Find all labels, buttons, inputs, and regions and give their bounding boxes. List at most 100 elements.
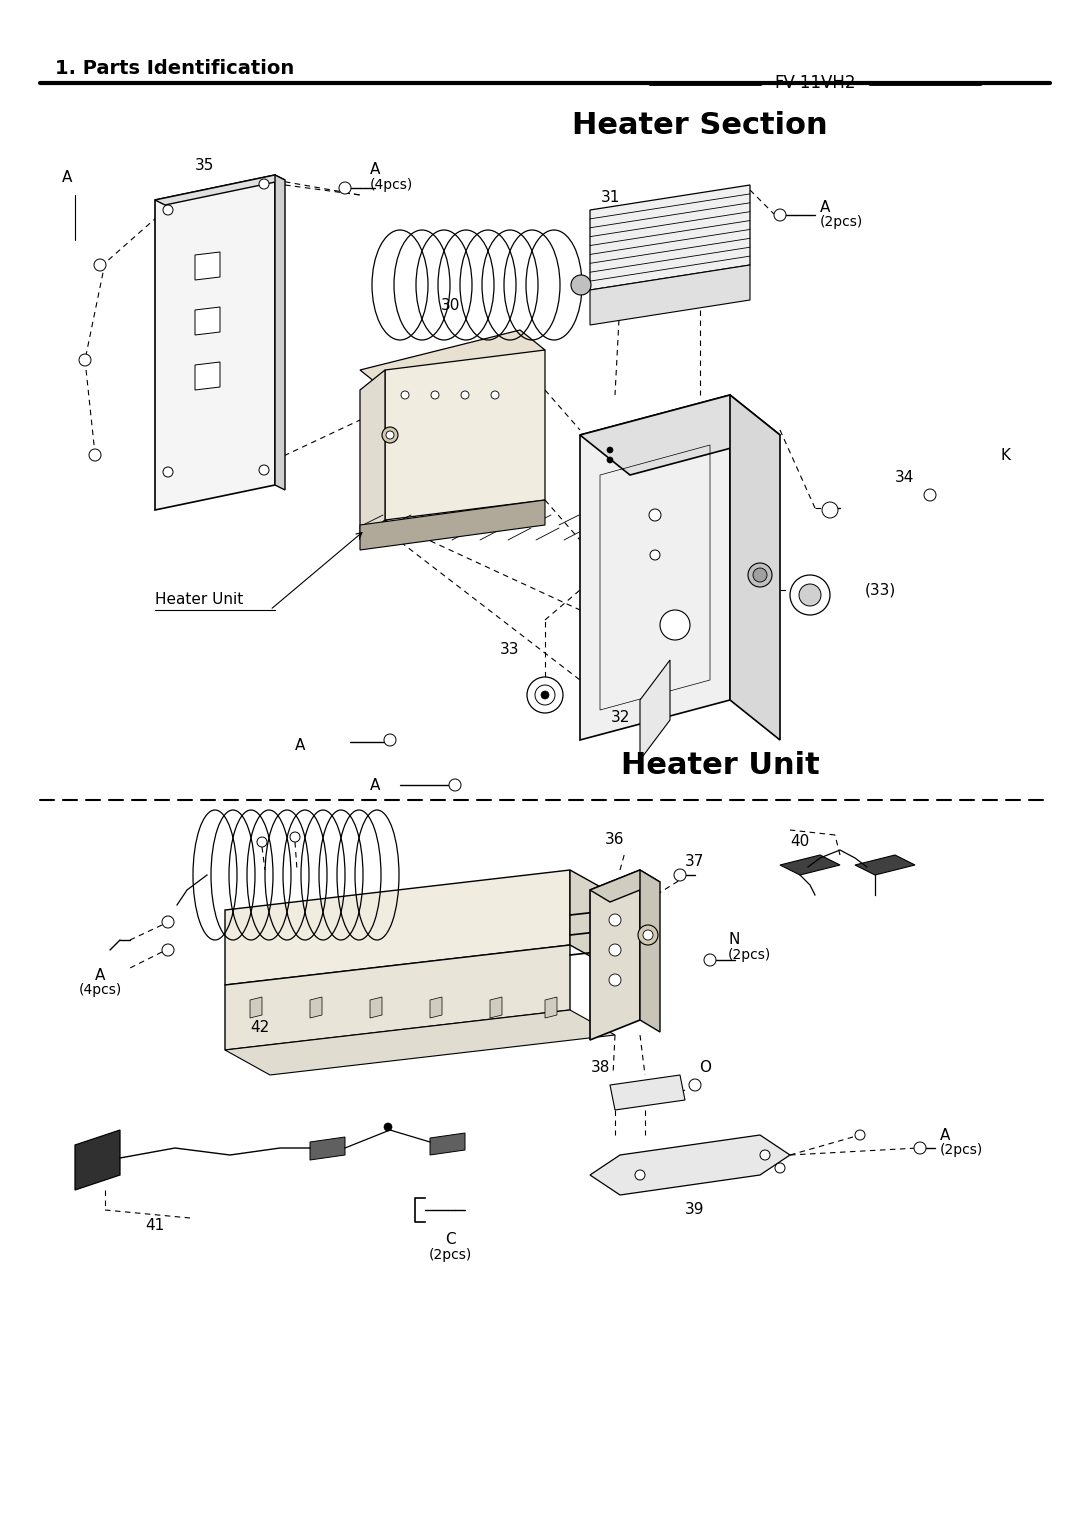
Polygon shape	[249, 997, 262, 1019]
Circle shape	[382, 428, 399, 443]
Circle shape	[541, 692, 549, 699]
Polygon shape	[225, 1009, 615, 1075]
Text: A: A	[820, 200, 831, 215]
Text: 38: 38	[591, 1060, 610, 1075]
Circle shape	[924, 489, 936, 501]
Circle shape	[259, 179, 269, 189]
Polygon shape	[590, 870, 640, 1040]
Text: 30: 30	[441, 298, 460, 313]
Circle shape	[650, 550, 660, 560]
Polygon shape	[156, 176, 285, 205]
Circle shape	[609, 944, 621, 956]
Circle shape	[855, 1130, 865, 1141]
Text: Heater Section: Heater Section	[572, 110, 827, 139]
Polygon shape	[780, 855, 840, 875]
Circle shape	[257, 837, 267, 847]
Circle shape	[822, 502, 838, 518]
Polygon shape	[75, 1130, 120, 1190]
Polygon shape	[195, 252, 220, 279]
Circle shape	[89, 449, 102, 461]
Circle shape	[660, 609, 690, 640]
Circle shape	[775, 1164, 785, 1173]
Polygon shape	[430, 997, 442, 1019]
Circle shape	[789, 576, 831, 615]
Text: Heater Unit: Heater Unit	[621, 750, 820, 779]
Circle shape	[635, 1170, 645, 1180]
Circle shape	[649, 508, 661, 521]
Text: (2pcs): (2pcs)	[820, 215, 863, 229]
Circle shape	[162, 944, 174, 956]
Polygon shape	[225, 945, 570, 1051]
Polygon shape	[570, 870, 615, 970]
Circle shape	[259, 466, 269, 475]
Polygon shape	[580, 395, 780, 475]
Text: A: A	[370, 162, 380, 177]
Polygon shape	[360, 370, 384, 541]
Text: (4pcs): (4pcs)	[370, 179, 414, 192]
Text: FV-11VH2: FV-11VH2	[774, 73, 855, 92]
Circle shape	[674, 869, 686, 881]
Circle shape	[607, 457, 613, 463]
Polygon shape	[610, 1075, 685, 1110]
Polygon shape	[370, 997, 382, 1019]
Circle shape	[609, 974, 621, 986]
Circle shape	[291, 832, 300, 841]
Text: A: A	[940, 1127, 950, 1142]
Circle shape	[799, 583, 821, 606]
Text: O: O	[699, 1060, 711, 1075]
Polygon shape	[590, 1135, 789, 1196]
Circle shape	[760, 1150, 770, 1161]
Polygon shape	[590, 266, 750, 325]
Circle shape	[643, 930, 653, 941]
Polygon shape	[640, 870, 660, 1032]
Circle shape	[386, 431, 394, 438]
Text: (33): (33)	[864, 582, 895, 597]
Circle shape	[162, 916, 174, 928]
Polygon shape	[590, 870, 660, 902]
Circle shape	[914, 1142, 926, 1154]
Text: (4pcs): (4pcs)	[79, 983, 122, 997]
Polygon shape	[156, 176, 275, 510]
Text: 40: 40	[791, 834, 810, 849]
Text: A: A	[295, 738, 305, 753]
Circle shape	[689, 1080, 701, 1090]
Circle shape	[527, 676, 563, 713]
Polygon shape	[615, 944, 640, 954]
Circle shape	[753, 568, 767, 582]
Polygon shape	[275, 176, 285, 490]
Text: 37: 37	[685, 855, 704, 869]
Text: 41: 41	[146, 1217, 164, 1232]
Text: (2pcs): (2pcs)	[728, 948, 771, 962]
Text: 32: 32	[610, 710, 630, 725]
Circle shape	[94, 260, 106, 270]
Circle shape	[704, 954, 716, 967]
Circle shape	[571, 275, 591, 295]
Polygon shape	[310, 997, 322, 1019]
Polygon shape	[225, 870, 570, 985]
Circle shape	[607, 447, 613, 454]
Text: A: A	[62, 171, 72, 185]
Circle shape	[638, 925, 658, 945]
Circle shape	[384, 1122, 392, 1132]
Polygon shape	[730, 395, 780, 741]
Text: 36: 36	[605, 832, 624, 847]
Circle shape	[339, 182, 351, 194]
Text: 1. Parts Identification: 1. Parts Identification	[55, 58, 294, 78]
Polygon shape	[384, 350, 545, 521]
Polygon shape	[195, 307, 220, 334]
Text: 33: 33	[500, 643, 519, 658]
Text: 39: 39	[685, 1202, 705, 1217]
Circle shape	[384, 734, 396, 747]
Polygon shape	[545, 997, 557, 1019]
Circle shape	[431, 391, 438, 399]
Text: 34: 34	[895, 470, 915, 486]
Polygon shape	[590, 185, 750, 290]
Polygon shape	[360, 499, 545, 550]
Text: Heater Unit: Heater Unit	[156, 592, 243, 608]
Circle shape	[79, 354, 91, 366]
Circle shape	[461, 391, 469, 399]
Text: 42: 42	[251, 1020, 270, 1035]
Polygon shape	[310, 1138, 345, 1161]
Polygon shape	[615, 922, 640, 935]
Polygon shape	[430, 1133, 465, 1154]
